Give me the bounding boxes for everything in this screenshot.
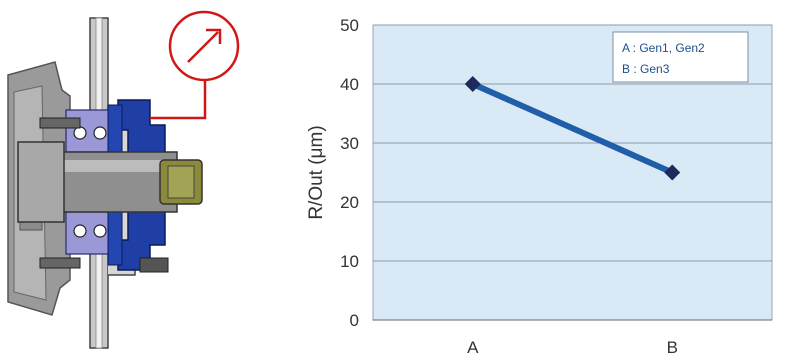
y-tick-label: 0	[350, 311, 359, 330]
y-tick-label: 20	[340, 193, 359, 212]
gauge-leader-line	[150, 80, 207, 120]
gridlines	[373, 24, 772, 321]
dial-gauge-icon	[168, 10, 240, 82]
y-tick-label: 40	[340, 75, 359, 94]
legend-entry-b: B : Gen3	[622, 62, 670, 76]
y-tick-label: 30	[340, 134, 359, 153]
series-line	[469, 81, 676, 176]
legend: A : Gen1, Gen2 B : Gen3	[612, 31, 749, 83]
legend-box	[612, 31, 749, 83]
y-tick-label: 50	[340, 16, 359, 35]
series-markers	[464, 76, 681, 181]
drive-shaft	[17, 141, 178, 223]
y-tick-label: 10	[340, 252, 359, 271]
y-axis-ticks: 0 10 20 30 40 50	[340, 16, 359, 330]
x-tick-label: B	[667, 338, 678, 357]
legend-entry-a: A : Gen1, Gen2	[622, 41, 705, 55]
data-point-marker	[464, 76, 481, 92]
hub-bearing-cross-section	[7, 10, 240, 349]
hub-bolts	[39, 117, 169, 273]
y-axis-title: R/Out (μm)	[306, 125, 327, 219]
data-point-marker	[664, 164, 681, 181]
x-tick-label: A	[467, 338, 479, 357]
axle-nut	[159, 159, 203, 205]
bearing-balls	[73, 126, 107, 238]
